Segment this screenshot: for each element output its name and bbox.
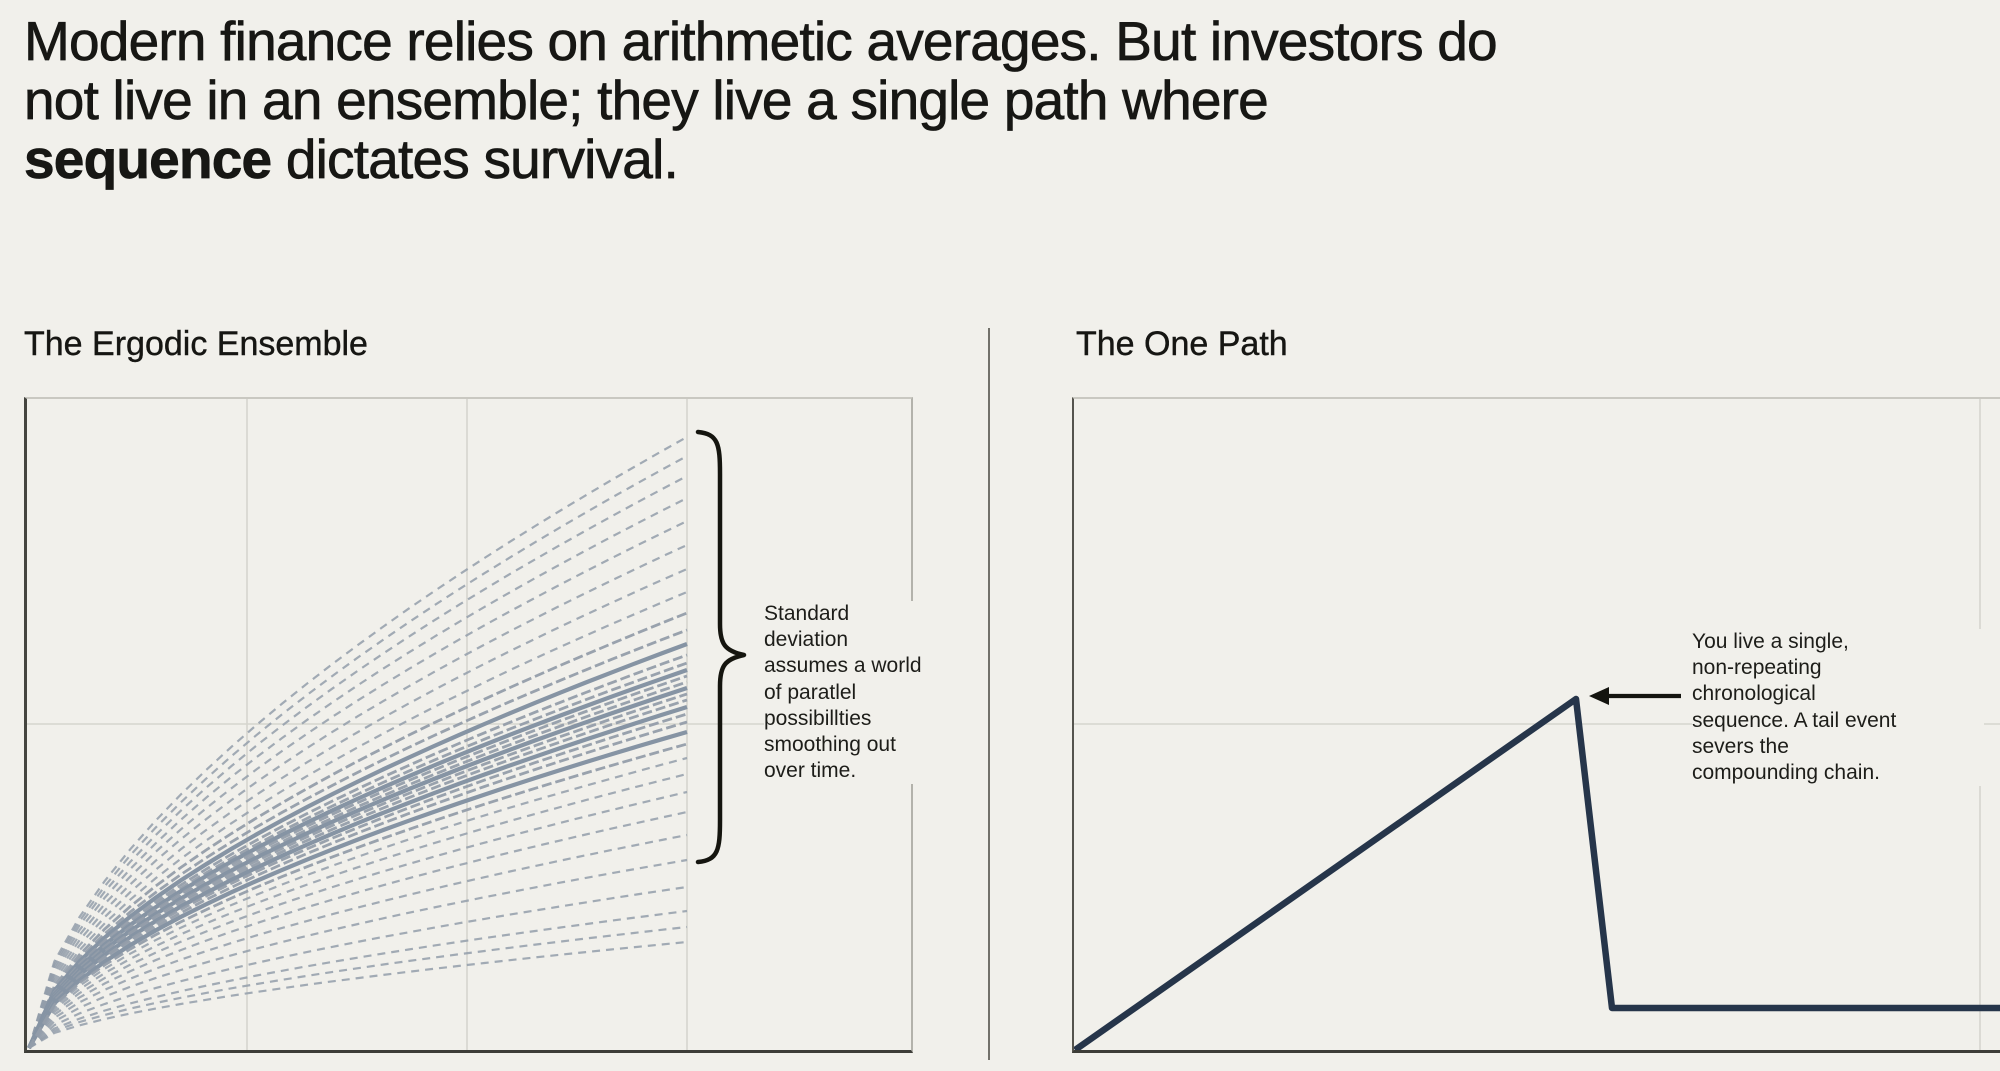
heading-line-3-rest: dictates survival. [271,128,679,190]
one-path-annotation: You live a single, non-repeating chronol… [1692,629,1984,787]
ergodic-ensemble-panel [24,397,913,1053]
ensemble-annotation: Standard deviation assumes a world of pa… [764,601,946,785]
ensemble-plot [27,399,911,1050]
heading-line-1: Modern finance relies on arithmetic aver… [24,10,1498,72]
arrow-left-icon [1589,687,1681,705]
panel-divider [988,328,990,1060]
heading-line-2: not live in an ensemble; they live a sin… [24,69,1269,131]
curly-brace-icon [695,429,747,865]
left-panel-title: The Ergodic Ensemble [24,325,368,363]
page-title: Modern finance relies on arithmetic aver… [24,10,1498,190]
heading-line-3: sequence dictates survival. [24,128,1497,190]
right-panel-title: The One Path [1076,325,1288,363]
heading-emphasis: sequence [24,128,273,190]
